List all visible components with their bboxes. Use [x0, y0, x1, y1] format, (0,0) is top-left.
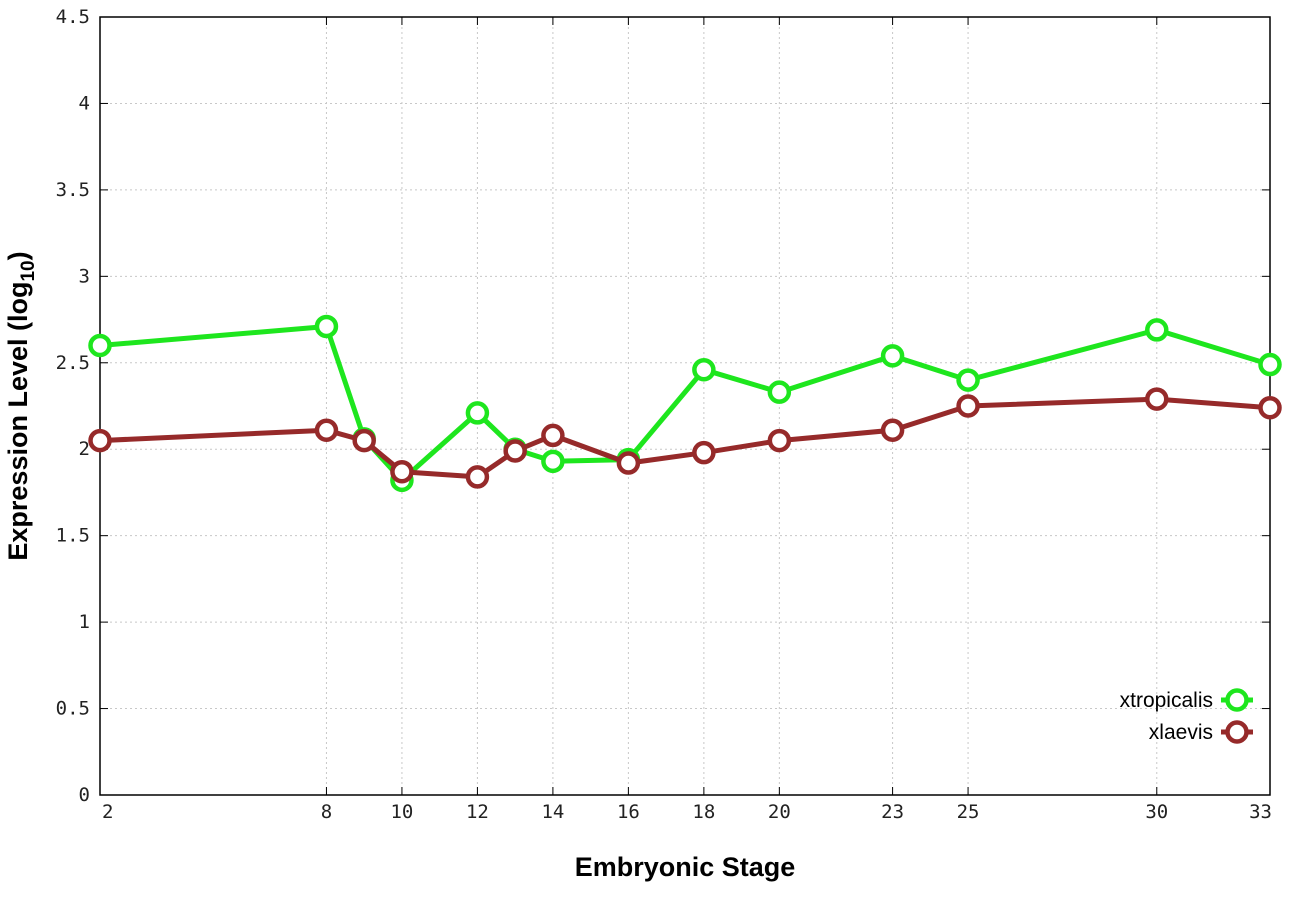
- y-tick-label: 4: [79, 92, 90, 114]
- data-point-xlaevis: [692, 440, 716, 465]
- data-point-xlaevis: [541, 423, 565, 448]
- x-tick-label: 14: [541, 801, 564, 823]
- data-point-xtropicalis: [1258, 352, 1282, 377]
- y-tick-label: 0: [79, 784, 90, 806]
- y-tick-label: 4.5: [56, 6, 90, 28]
- grid: [100, 17, 1270, 795]
- x-tick-label: 25: [957, 801, 980, 823]
- y-axis-title-subscript: 10: [18, 260, 39, 281]
- y-tick-label: 0.5: [56, 698, 90, 720]
- data-point-xlaevis: [956, 394, 980, 418]
- data-point-xtropicalis: [465, 401, 490, 425]
- legend-label-xtropicalis: xtropicalis: [1120, 689, 1213, 712]
- x-tick-label: 10: [390, 801, 413, 823]
- y-tick-label: 1.5: [56, 525, 90, 547]
- x-tick-label: 2: [102, 801, 113, 823]
- y-tick-label: 1: [79, 611, 90, 633]
- axis-ticks: 0 0.5 1 1.5 2 2.5 3 3.5 4 4.5 2 8 10 12 14 16 18 20 23 25 30…: [56, 6, 1272, 823]
- x-tick-label: 23: [881, 801, 904, 823]
- legend-marker-xlaevis: [1225, 720, 1249, 744]
- data-point-xlaevis: [767, 428, 792, 453]
- series-layer: [88, 314, 1282, 493]
- data-point-xtropicalis: [314, 314, 339, 339]
- y-tick-label: 3.5: [56, 179, 90, 201]
- series-xlaevis: [88, 387, 1282, 489]
- data-point-xtropicalis: [88, 333, 112, 358]
- data-point-xlaevis: [390, 459, 414, 484]
- data-point-xlaevis: [352, 428, 376, 453]
- data-point-xlaevis: [1145, 387, 1169, 411]
- series-line-xlaevis: [99, 396, 1271, 480]
- x-tick-label: 16: [617, 801, 640, 823]
- y-tick-label: 2: [79, 438, 90, 460]
- data-point-xlaevis: [880, 418, 905, 442]
- data-point-xtropicalis: [880, 344, 905, 368]
- y-axis-title-close: ): [3, 251, 33, 260]
- x-tick-label: 18: [692, 801, 715, 823]
- x-tick-label: 12: [466, 801, 489, 823]
- data-point-xlaevis: [503, 439, 527, 463]
- y-axis-title: Expression Level (log10): [3, 251, 39, 560]
- data-point-xtropicalis: [692, 357, 716, 382]
- data-point-xtropicalis: [541, 449, 565, 474]
- data-point-xlaevis: [314, 418, 339, 442]
- data-point-xlaevis: [88, 428, 112, 453]
- y-axis-title-main: Expression Level (log: [3, 282, 33, 561]
- y-tick-label: 2.5: [56, 352, 90, 374]
- data-point-xtropicalis: [1145, 318, 1169, 342]
- data-point-xlaevis: [616, 451, 641, 475]
- data-point-xlaevis: [1258, 395, 1282, 420]
- x-tick-label: 30: [1145, 801, 1168, 823]
- x-tick-label: 20: [768, 801, 791, 823]
- y-tick-label: 3: [79, 265, 90, 287]
- x-axis-title: Embryonic Stage: [575, 852, 796, 882]
- data-point-xlaevis: [465, 465, 490, 489]
- data-point-xtropicalis: [956, 368, 980, 392]
- legend-label-xlaevis: xlaevis: [1149, 721, 1213, 744]
- x-tick-label: 8: [321, 801, 332, 823]
- plot-frame: [99, 16, 1271, 796]
- legend-marker-xtropicalis: [1225, 688, 1249, 712]
- x-tick-label: 33: [1249, 801, 1272, 823]
- legend: xtropicalis xlaevis: [1120, 688, 1253, 744]
- data-point-xtropicalis: [767, 380, 792, 404]
